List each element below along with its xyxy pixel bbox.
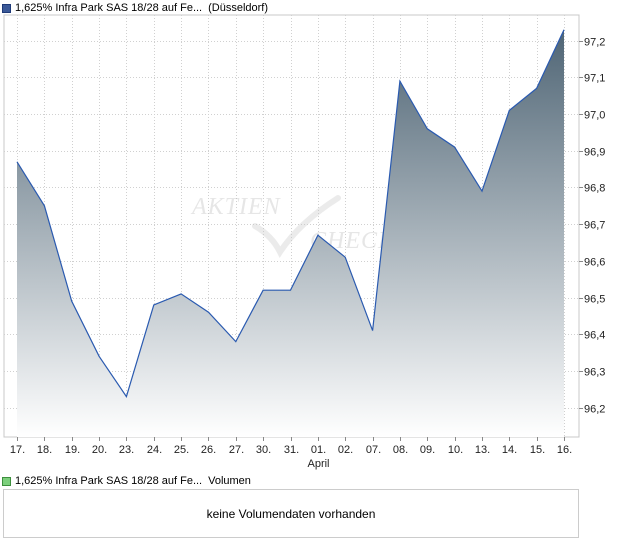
y-tick-label: 96,6 xyxy=(584,257,605,269)
price-point xyxy=(563,28,566,31)
x-tick-label: 07. xyxy=(366,444,381,456)
x-tick-label: 24. xyxy=(147,444,162,456)
x-tick-label: 16. xyxy=(557,444,572,456)
price-point xyxy=(535,87,538,90)
y-tick-label: 96,5 xyxy=(584,294,605,306)
x-tick-label: 27. xyxy=(229,444,244,456)
x-tick-label: 20. xyxy=(92,444,107,456)
price-area-fill xyxy=(17,29,564,437)
price-point xyxy=(316,234,319,237)
x-tick-label: 18. xyxy=(37,444,52,456)
volume-empty-message: keine Volumendaten vorhanden xyxy=(206,506,376,521)
x-tick-label: 30. xyxy=(256,444,271,456)
x-month-label: April xyxy=(307,458,329,470)
aktiencheck-watermark: AKTIEN CHECK xyxy=(190,194,395,258)
x-tick-label: 19. xyxy=(65,444,80,456)
price-point xyxy=(125,395,128,398)
x-tick-label: 23. xyxy=(119,444,134,456)
watermark-check-icon xyxy=(252,195,341,258)
price-point xyxy=(371,329,374,332)
x-tick-label: 17. xyxy=(10,444,25,456)
x-tick-label: 25. xyxy=(174,444,189,456)
price-point xyxy=(453,146,456,149)
x-tick-label: 02. xyxy=(338,444,353,456)
price-point xyxy=(398,80,401,83)
volume-legend-series: Volumen xyxy=(208,475,251,487)
price-line xyxy=(16,29,565,398)
x-tick-label: 10. xyxy=(448,444,463,456)
price-legend-swatch xyxy=(2,3,11,13)
y-tick-label: 97,1 xyxy=(584,73,605,85)
price-legend: 1,625% Infra Park SAS 18/28 auf Fe... (D… xyxy=(2,1,268,15)
y-tick-label: 97,2 xyxy=(584,37,605,49)
x-tick-label: 13. xyxy=(475,444,490,456)
volume-legend-swatch xyxy=(2,476,11,486)
price-chart: AKTIEN CHECK 96,2 96,3 96,4 96,5 96,6 96,7 96,… xyxy=(3,14,605,470)
price-legend-exchange: (Düsseldorf) xyxy=(208,2,269,14)
y-tick-label: 96,7 xyxy=(584,220,605,232)
price-point xyxy=(43,204,46,207)
price-point xyxy=(344,256,347,259)
y-tick-label: 96,9 xyxy=(584,147,605,159)
price-point xyxy=(70,300,73,303)
x-tick-label: 09. xyxy=(420,444,435,456)
price-point xyxy=(16,160,19,163)
y-tick-label: 96,3 xyxy=(584,367,605,379)
x-tick-label: 08. xyxy=(393,444,408,456)
volume-panel: keine Volumendaten vorhanden xyxy=(3,489,579,538)
x-tick-label: 26. xyxy=(201,444,216,456)
price-point xyxy=(262,289,265,292)
price-point xyxy=(180,292,183,295)
watermark-line1: AKTIEN xyxy=(190,194,282,220)
price-point xyxy=(508,109,511,112)
x-tick-label: 01. xyxy=(311,444,326,456)
price-point xyxy=(152,303,155,306)
y-tick-label: 96,8 xyxy=(584,183,605,195)
x-tick-label: 15. xyxy=(530,444,545,456)
price-point xyxy=(426,127,429,130)
price-point xyxy=(289,289,292,292)
volume-legend: 1,625% Infra Park SAS 18/28 auf Fe... Vo… xyxy=(2,474,251,488)
y-tick-label: 96,2 xyxy=(584,404,605,416)
y-tick-label: 96,4 xyxy=(584,330,605,342)
price-point xyxy=(481,190,484,193)
x-tick-label: 31. xyxy=(284,444,299,456)
price-point xyxy=(207,311,210,314)
price-legend-title: 1,625% Infra Park SAS 18/28 auf Fe... xyxy=(15,2,203,14)
price-point xyxy=(98,355,101,358)
volume-legend-title: 1,625% Infra Park SAS 18/28 auf Fe... xyxy=(15,475,203,487)
y-tick-label: 97,0 xyxy=(584,110,605,122)
price-point xyxy=(234,340,237,343)
x-tick-label: 14. xyxy=(502,444,517,456)
